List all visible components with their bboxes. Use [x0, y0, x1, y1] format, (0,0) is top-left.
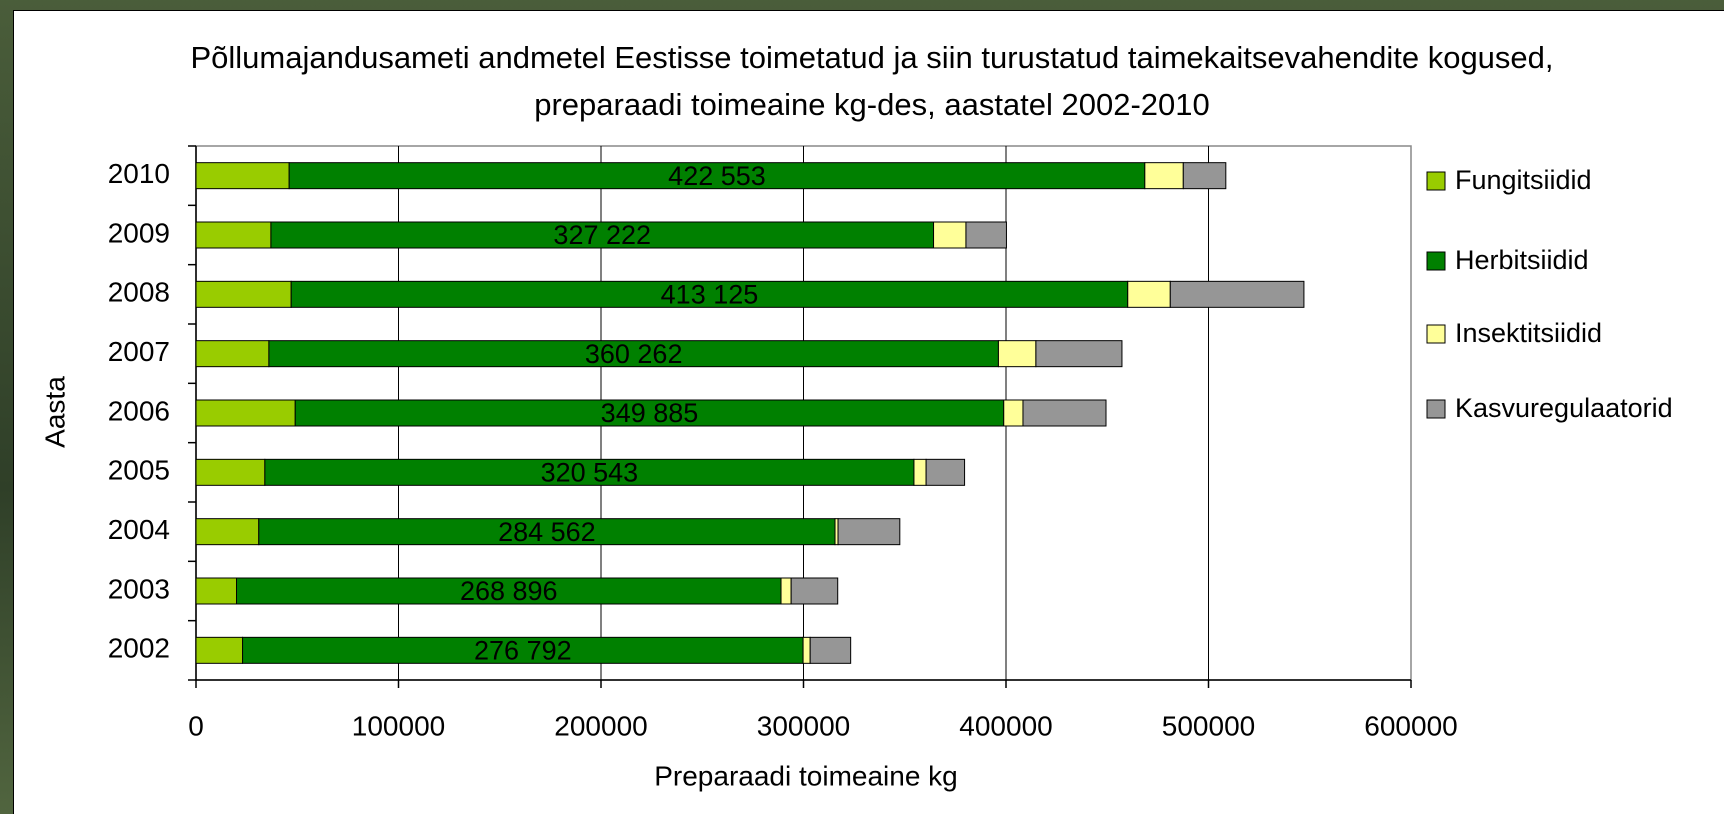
legend-label: Insektitsiidid	[1455, 318, 1602, 348]
y-tick-label: 2008	[108, 277, 170, 308]
y-tick-label: 2004	[108, 514, 170, 545]
data-label: 422 553	[668, 161, 766, 191]
bar-segment	[1022, 399, 1107, 427]
legend-swatch	[1426, 171, 1446, 191]
bar-segment	[933, 221, 967, 249]
bar-segment	[997, 340, 1037, 368]
y-tick-label: 2002	[108, 633, 170, 664]
bar-segment	[1182, 162, 1227, 190]
x-tick-label: 400000	[959, 710, 1052, 741]
bar-segment	[925, 458, 966, 486]
y-tick-label: 2007	[108, 336, 170, 367]
bar-segment	[913, 458, 927, 486]
bar-segment	[195, 162, 290, 190]
bar-segment	[802, 636, 811, 664]
x-tick-label: 100000	[352, 710, 445, 741]
y-tick-label: 2003	[108, 573, 170, 604]
bar-segment	[195, 221, 272, 249]
y-tick-label: 2005	[108, 455, 170, 486]
x-tick-label: 300000	[757, 710, 850, 741]
x-axis-title: Preparaadi toimeaine kg	[654, 760, 958, 791]
bar-segment	[288, 162, 1146, 190]
data-label: 276 792	[474, 635, 572, 665]
x-tick-label: 0	[188, 710, 204, 741]
chart-title: Põllumajandusameti andmetel Eestisse toi…	[190, 40, 1554, 122]
bar-segment	[195, 518, 260, 546]
legend-swatch	[1426, 251, 1446, 271]
bar-segment	[1144, 162, 1184, 190]
bar-segment	[780, 577, 792, 605]
y-axis-title: Aasta	[39, 376, 70, 448]
data-label: 349 885	[601, 398, 699, 428]
bar-segment	[1035, 340, 1123, 368]
bar-segment	[195, 340, 270, 368]
y-tick-label: 2009	[108, 217, 170, 248]
bar-segment	[195, 577, 237, 605]
bar-segment	[1003, 399, 1024, 427]
bar-segment	[195, 280, 292, 308]
legend-label: Fungitsiidid	[1455, 165, 1592, 195]
x-tick-label: 200000	[554, 710, 647, 741]
bar-segment	[195, 399, 296, 427]
bar-segment	[264, 458, 915, 486]
bar-segment	[965, 221, 1007, 249]
bar-segment	[294, 399, 1005, 427]
data-label: 327 222	[553, 220, 651, 250]
legend-label: Herbitsiidid	[1455, 245, 1589, 275]
data-label: 284 562	[498, 517, 596, 547]
data-label: 320 543	[541, 457, 639, 487]
data-label: 413 125	[661, 279, 759, 309]
y-tick-label: 2006	[108, 395, 170, 426]
bar-segment	[1169, 280, 1305, 308]
legend-swatch	[1426, 324, 1446, 344]
bar-segment	[1127, 280, 1171, 308]
bar-segment	[258, 518, 836, 546]
bar-segment	[195, 636, 244, 664]
data-label: 268 896	[460, 576, 558, 606]
legend-swatch	[1426, 399, 1446, 419]
bar-segment	[195, 458, 266, 486]
bar-segment	[268, 340, 999, 368]
bar-segment	[837, 518, 901, 546]
legend-label: Kasvuregulaatorid	[1455, 393, 1673, 423]
bar-segment	[236, 577, 782, 605]
bar-segment	[809, 636, 852, 664]
data-label: 360 262	[585, 339, 683, 369]
x-tick-label: 600000	[1364, 710, 1457, 741]
bar-segment	[290, 280, 1129, 308]
bar-segment	[790, 577, 839, 605]
y-tick-label: 2010	[108, 158, 170, 189]
x-tick-label: 500000	[1162, 710, 1255, 741]
bar-segment	[242, 636, 804, 664]
